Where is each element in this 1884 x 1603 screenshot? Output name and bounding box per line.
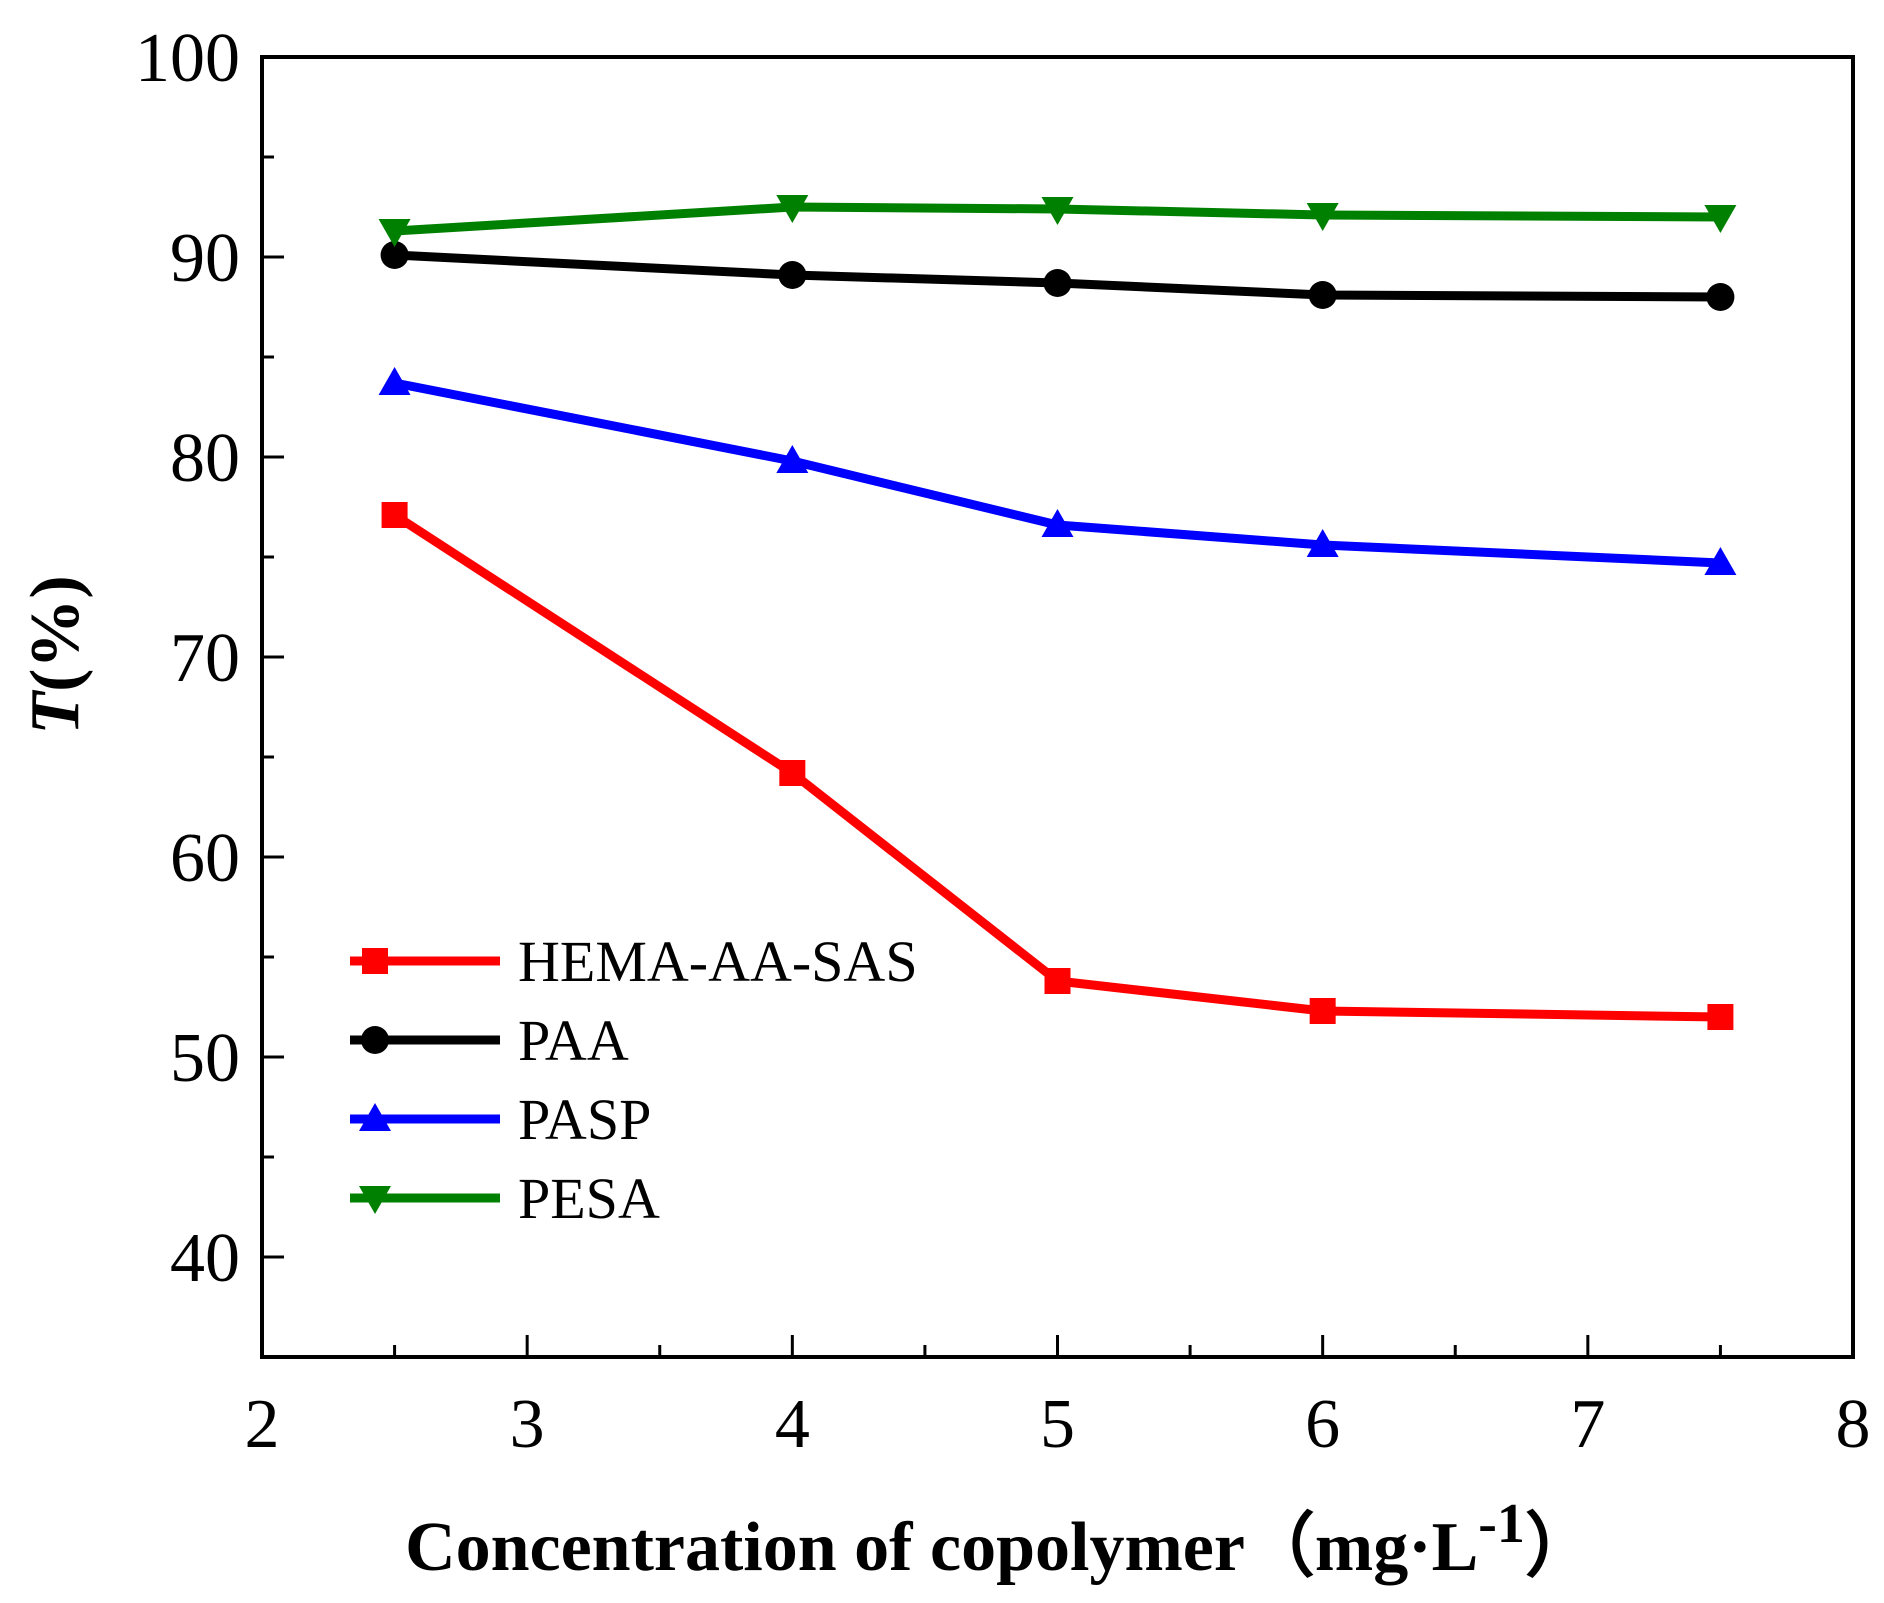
x-axis-unit-exponent: -1 bbox=[1478, 1493, 1525, 1555]
legend-swatch-marker bbox=[361, 1026, 389, 1054]
data-point-paa bbox=[1308, 281, 1337, 309]
x-tick-label: 3 bbox=[510, 1386, 545, 1463]
legend-item-paa: PAA bbox=[350, 1008, 629, 1073]
x-axis-unit-mg: mg bbox=[1315, 1509, 1408, 1586]
x-tick-label: 7 bbox=[1570, 1386, 1605, 1463]
data-point-pesa bbox=[1704, 205, 1737, 233]
data-point-pasp bbox=[378, 367, 411, 395]
x-tick-label: 8 bbox=[1836, 1386, 1871, 1463]
legend-swatch-marker bbox=[359, 1103, 391, 1131]
data-point-hema-aa-sas bbox=[1309, 998, 1336, 1024]
y-axis-title-unit: (%) bbox=[17, 575, 94, 692]
data-point-hema-aa-sas bbox=[779, 760, 806, 786]
x-tick-label: 2 bbox=[245, 1386, 280, 1463]
legend: HEMA-AA-SAS PAA PASP PESA bbox=[350, 929, 918, 1231]
data-point-paa bbox=[380, 241, 409, 269]
x-axis-unit-close-paren: ） bbox=[1525, 1508, 1595, 1586]
data-point-hema-aa-sas bbox=[381, 502, 408, 528]
x-axis-unit-L: L bbox=[1432, 1509, 1479, 1586]
x-tick-label: 6 bbox=[1305, 1386, 1340, 1463]
data-point-paa bbox=[1043, 269, 1072, 297]
y-tick-label: 100 bbox=[135, 20, 240, 97]
data-point-pesa bbox=[378, 219, 411, 247]
y-tick-label: 80 bbox=[170, 420, 240, 497]
plot-frame bbox=[260, 55, 1855, 1359]
data-point-pesa bbox=[776, 195, 809, 223]
series-pasp bbox=[378, 367, 1737, 575]
x-tick-label: 4 bbox=[775, 1386, 810, 1463]
data-point-hema-aa-sas bbox=[1044, 968, 1071, 994]
data-point-pesa bbox=[1306, 203, 1339, 231]
series-pesa bbox=[378, 195, 1737, 247]
data-point-pasp bbox=[1041, 509, 1074, 537]
x-axis-title: Concentration of copolymer（mg·L-1） bbox=[405, 1493, 1595, 1586]
legend-swatch-marker bbox=[359, 1186, 391, 1214]
series-hema-aa-sas bbox=[381, 502, 1734, 1030]
legend-item-pasp: PASP bbox=[350, 1087, 651, 1152]
x-axis-unit-open-paren: （ bbox=[1245, 1508, 1315, 1586]
legend-label: HEMA-AA-SAS bbox=[518, 929, 918, 994]
y-axis-title: T(%) bbox=[17, 575, 94, 734]
axis-ticks: 2 3 4 5 6 7 8 40 50 60 70 80 90 100 bbox=[135, 20, 1871, 1463]
data-point-paa bbox=[1706, 283, 1735, 311]
y-tick-label: 60 bbox=[170, 820, 240, 897]
y-tick-label: 70 bbox=[170, 620, 240, 697]
legend-swatch-marker bbox=[362, 948, 388, 974]
data-point-pasp bbox=[1306, 529, 1339, 557]
legend-item-hema-aa-sas: HEMA-AA-SAS bbox=[350, 929, 918, 994]
series-paa bbox=[380, 241, 1735, 311]
data-point-paa bbox=[778, 261, 807, 289]
y-tick-label: 40 bbox=[170, 1220, 240, 1297]
y-tick-label: 90 bbox=[170, 220, 240, 297]
legend-label: PASP bbox=[518, 1087, 651, 1152]
x-axis-title-text: Concentration of copolymer bbox=[405, 1509, 1245, 1586]
data-point-pesa bbox=[1041, 197, 1074, 225]
x-axis-unit-dot: · bbox=[1408, 1509, 1431, 1586]
legend-label: PESA bbox=[518, 1166, 660, 1231]
y-axis-title-italic: T bbox=[17, 689, 94, 735]
legend-label: PAA bbox=[518, 1008, 629, 1073]
y-tick-label: 50 bbox=[170, 1020, 240, 1097]
legend-item-pesa: PESA bbox=[350, 1166, 660, 1231]
x-tick-label: 5 bbox=[1040, 1386, 1075, 1463]
data-point-pasp bbox=[776, 445, 809, 473]
data-point-hema-aa-sas bbox=[1707, 1004, 1734, 1030]
series-layer bbox=[378, 195, 1737, 1030]
data-point-pasp bbox=[1704, 547, 1737, 575]
